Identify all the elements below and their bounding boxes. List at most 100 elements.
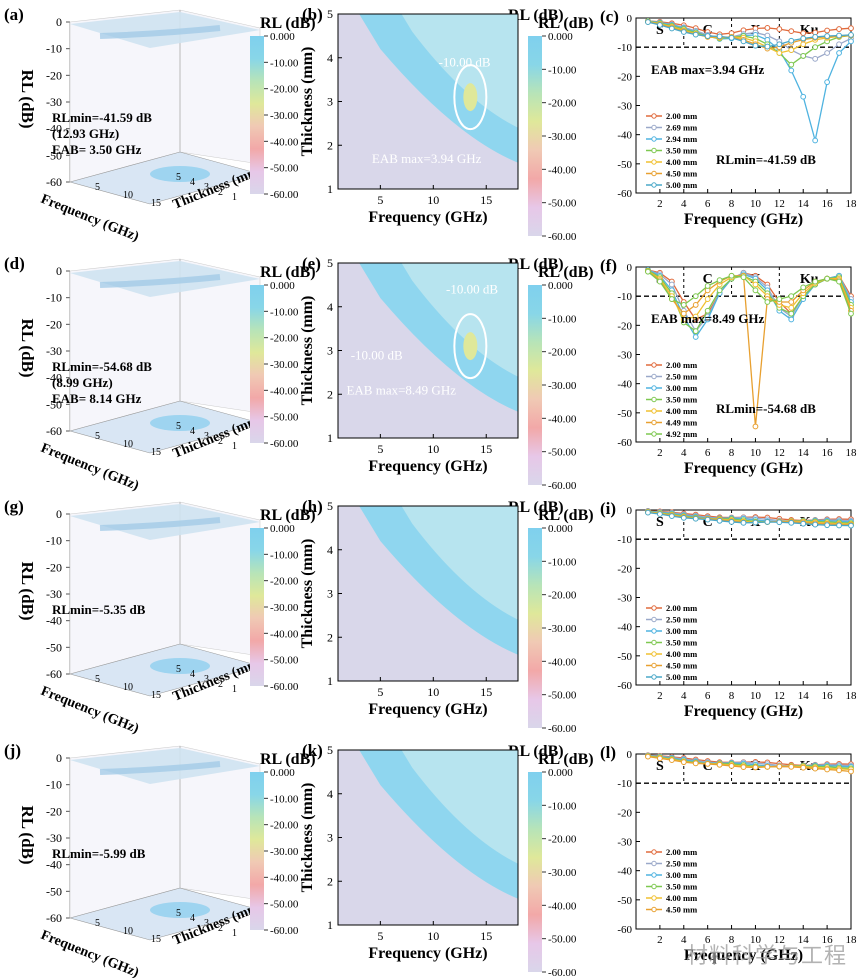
y-tick-label: -50 bbox=[617, 651, 632, 663]
colorbar-bar bbox=[250, 285, 264, 443]
data-point bbox=[776, 50, 783, 56]
data-point bbox=[692, 515, 699, 522]
data-point bbox=[716, 287, 723, 294]
colorbar-tick-label: -40.00 bbox=[270, 136, 299, 148]
eab-annotation: EAB max=8.49 GHz bbox=[651, 311, 764, 326]
legend-marker bbox=[651, 674, 657, 680]
legend-marker bbox=[651, 396, 657, 403]
y-tick-label: -30 bbox=[617, 593, 632, 605]
data-point bbox=[812, 44, 819, 51]
y-tick-label: 5 bbox=[327, 499, 333, 513]
watermark: 材料科学与工程 bbox=[685, 944, 847, 969]
y-tick-label: 2 bbox=[218, 923, 223, 934]
data-point bbox=[788, 304, 795, 311]
data-point bbox=[800, 764, 807, 771]
data-point bbox=[836, 41, 842, 48]
y-tick-label: 2 bbox=[218, 187, 223, 198]
data-point bbox=[692, 328, 699, 335]
panel-label: (f) bbox=[600, 256, 617, 275]
y-tick-label: 5 bbox=[176, 664, 181, 675]
data-point bbox=[776, 296, 783, 302]
x-tick-label: 10 bbox=[123, 190, 133, 201]
x-tick-label: 4 bbox=[681, 934, 687, 946]
colorbar-tick-label: -50.00 bbox=[548, 690, 577, 702]
colorbar-tick-label: -20.00 bbox=[270, 576, 299, 588]
y-tick-label: -40 bbox=[617, 379, 632, 391]
x-axis-label: Frequency (GHz) bbox=[684, 460, 803, 477]
data-point bbox=[704, 33, 711, 39]
x-tick-label: 12 bbox=[774, 934, 785, 946]
y-tick-label: -10 bbox=[617, 778, 632, 790]
data-point bbox=[656, 511, 663, 517]
data-point bbox=[812, 521, 819, 528]
colorbar-tick-label: -60.00 bbox=[548, 480, 577, 492]
legend-label: 3.00 mm bbox=[666, 626, 697, 636]
x-tick-label: 12 bbox=[774, 198, 785, 210]
z-tick-label: -40 bbox=[46, 614, 62, 628]
x-axis-label: Frequency (GHz) bbox=[368, 945, 487, 962]
legend-label: 2.00 mm bbox=[666, 847, 697, 857]
data-point bbox=[764, 763, 771, 770]
colorbar-tick-label: -60.00 bbox=[270, 925, 299, 937]
data-point bbox=[740, 274, 747, 281]
panel-line-1: (f)SCXKu2.00 mm2.50 mm3.00 mm3.50 mm4.00… bbox=[600, 256, 857, 477]
y-tick-label: 1 bbox=[327, 674, 333, 688]
y-axis-label: Thickness (mm) bbox=[299, 47, 316, 157]
band-label: S bbox=[656, 515, 664, 530]
colorbar-tick-label: 0.000 bbox=[270, 280, 295, 292]
colorbar-bar bbox=[250, 772, 264, 930]
colorbar-bar bbox=[528, 528, 542, 728]
data-point bbox=[704, 307, 711, 314]
panel-contour-2: (h) RL (dB) 5 10 15 1 2 3 4 5 Frequency (GHz) Thick… bbox=[299, 497, 594, 735]
legend-marker bbox=[651, 883, 657, 890]
x-tick-label: 8 bbox=[729, 690, 735, 702]
x-tick-label: 8 bbox=[729, 198, 735, 210]
legend-marker bbox=[651, 182, 657, 188]
panel-label: (j) bbox=[4, 741, 21, 760]
panel-label: (d) bbox=[4, 254, 25, 273]
z-tick-label: -60 bbox=[46, 424, 62, 438]
y-tick-label: -10 bbox=[617, 291, 632, 303]
colorbar-title: RL (dB) bbox=[260, 751, 316, 768]
x-tick-label: 5 bbox=[377, 929, 383, 943]
data-point bbox=[704, 283, 711, 289]
legend-marker bbox=[651, 651, 657, 657]
legend-label: 2.00 mm bbox=[666, 360, 697, 370]
colorbar-tick-label: -20.00 bbox=[548, 590, 577, 602]
colorbar-tick-label: -40.00 bbox=[548, 164, 577, 176]
colorbar-title: RL (dB) bbox=[538, 15, 594, 32]
y-tick-label: 3 bbox=[204, 182, 209, 193]
z-tick-label: -60 bbox=[46, 667, 62, 681]
legend-label: 4.49 mm bbox=[666, 418, 697, 428]
x-axis-label: Frequency (GHz) bbox=[368, 701, 487, 718]
data-point bbox=[680, 759, 687, 766]
data-point bbox=[716, 517, 723, 524]
colorbar-tick-label: -10.00 bbox=[270, 793, 299, 805]
x-tick-label: 4 bbox=[681, 198, 687, 210]
y-tick-label: -10 bbox=[617, 534, 632, 546]
data-point bbox=[704, 296, 711, 302]
x-tick-label: 10 bbox=[123, 682, 133, 693]
x-tick-label: 18 bbox=[846, 934, 858, 946]
data-point bbox=[836, 26, 842, 32]
colorbar-tick-label: -20.00 bbox=[270, 333, 299, 345]
legend-marker bbox=[651, 872, 657, 878]
colorbar-tick-label: -60.00 bbox=[270, 681, 299, 693]
colorbar-tick-label: -50.00 bbox=[548, 934, 577, 946]
absorption-core bbox=[401, 750, 518, 864]
y-tick-label: 3 bbox=[327, 587, 333, 601]
y-tick-label: 0 bbox=[627, 262, 633, 274]
x-tick-label: 10 bbox=[123, 439, 133, 450]
z-tick-label: 0 bbox=[56, 15, 62, 29]
data-point bbox=[692, 302, 699, 308]
colorbar-tick-label: -40.00 bbox=[548, 413, 577, 425]
legend-marker bbox=[651, 170, 657, 177]
projection-hotspot bbox=[150, 902, 210, 918]
legend-marker bbox=[651, 605, 657, 611]
x-tick-label: 15 bbox=[480, 193, 492, 207]
legend-marker bbox=[651, 662, 657, 669]
